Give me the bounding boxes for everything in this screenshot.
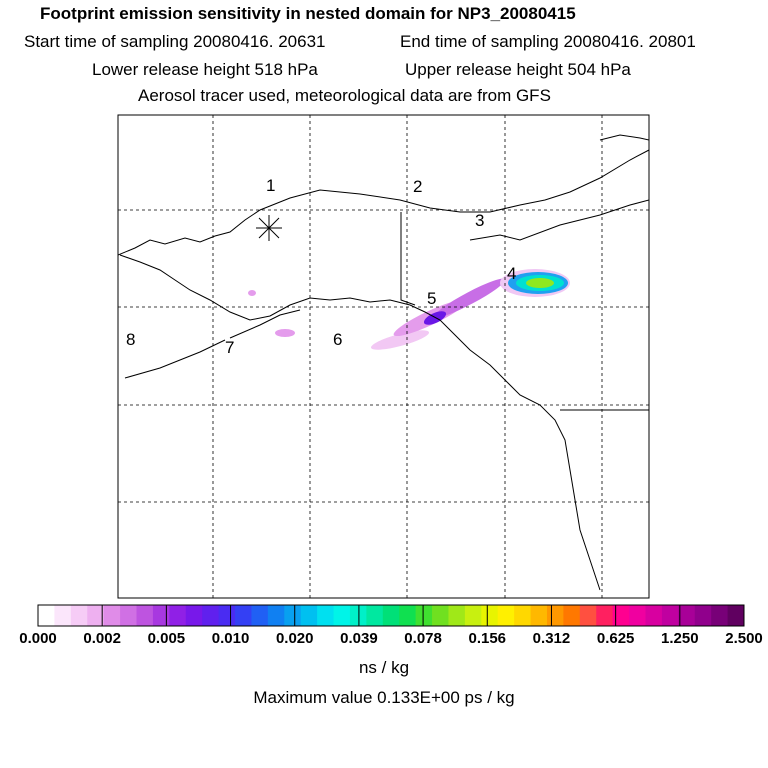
colorbar-swatch	[54, 605, 72, 626]
colorbar-tick-label: 0.312	[532, 630, 571, 647]
colorbar-swatch	[678, 605, 696, 626]
region-labels: 1 2 3 4 5 6 7 8	[126, 176, 516, 357]
colorbar-swatch	[514, 605, 532, 626]
colorbar-tick-label: 0.078	[404, 630, 442, 647]
colorbar-swatch	[333, 605, 351, 626]
colorbar-swatch	[415, 605, 433, 626]
colorbar-swatch	[661, 605, 679, 626]
colorbar-swatch	[300, 605, 318, 626]
colorbar-swatch	[251, 605, 269, 626]
colorbar-swatch	[284, 605, 302, 626]
colorbar-swatch	[432, 605, 449, 626]
colorbar-swatch	[464, 605, 482, 626]
colorbar-swatch	[70, 605, 88, 626]
plot-title: Footprint emission sensitivity in nested…	[40, 4, 576, 23]
colorbar-swatch	[563, 605, 581, 626]
region-label: 6	[333, 330, 342, 349]
colorbar-swatch	[596, 605, 614, 626]
colorbar-swatch	[530, 605, 548, 626]
map-frame	[117, 114, 650, 599]
colorbar-tick-label: 0.005	[147, 630, 186, 647]
asterisk-icon	[256, 215, 282, 241]
colorbar-tick-label: 1.250	[661, 630, 699, 647]
emission-plume	[248, 269, 570, 350]
region-label: 2	[413, 177, 422, 196]
colorbar-swatch	[694, 605, 712, 626]
colorbar-swatch	[185, 605, 203, 626]
colorbar-tick-label: 0.039	[340, 630, 378, 647]
colorbar-units: ns / kg	[358, 658, 410, 677]
colorbar-swatch	[546, 605, 564, 626]
colorbar-swatch	[218, 605, 236, 626]
colorbar-frame	[37, 604, 745, 627]
colorbar-tick-label: 0.010	[211, 630, 250, 647]
colorbar-swatch	[152, 605, 170, 626]
maximum-value-label: Maximum value 0.133E+00 ps / kg	[253, 688, 515, 707]
colorbar-swatch	[399, 605, 417, 626]
colorbar-tick-label: 0.156	[468, 630, 507, 647]
colorbar-swatch	[317, 605, 335, 626]
coastline	[118, 134, 649, 591]
colorbar-swatch	[382, 605, 400, 626]
colorbar-swatch	[120, 605, 138, 626]
region-label: 4	[507, 264, 516, 283]
political-borders	[400, 212, 649, 411]
region-label: 3	[475, 211, 484, 230]
colorbar-swatch	[448, 605, 466, 626]
end-time-label: End time of sampling 20080416. 20801	[400, 32, 696, 51]
region-label: 8	[126, 330, 135, 349]
colorbar-swatch	[481, 605, 499, 626]
region-label: 7	[225, 338, 234, 357]
colorbar-tick-label: 0.625	[596, 630, 635, 647]
colorbar-swatch	[136, 605, 154, 626]
region-label: 1	[266, 176, 275, 195]
upper-height-label: Upper release height 504 hPa	[405, 60, 631, 79]
colorbar-tick-label: 0.002	[83, 630, 121, 647]
colorbar-swatch	[727, 605, 745, 626]
colorbar-swatch	[612, 605, 630, 626]
colorbar-swatch	[87, 605, 105, 626]
colorbar-tick-label: 0.020	[275, 630, 314, 647]
colorbar-swatch	[103, 605, 121, 626]
colorbar-tick-label: 0.000	[19, 630, 57, 647]
colorbar-swatch	[202, 605, 220, 626]
colorbar-swatch	[169, 605, 187, 626]
colorbar-tick-label: 2.500	[725, 630, 763, 647]
colorbar-swatch	[497, 605, 515, 626]
colorbar-swatch	[711, 605, 729, 626]
colorbar-swatch	[645, 605, 663, 626]
lower-height-label: Lower release height 518 hPa	[92, 60, 318, 79]
colorbar-swatch	[579, 605, 597, 626]
tracer-info-label: Aerosol tracer used, meteorological data…	[138, 86, 551, 105]
colorbar	[37, 604, 745, 627]
colorbar-swatch	[235, 605, 252, 626]
colorbar-swatch	[629, 605, 646, 626]
colorbar-swatch	[38, 605, 55, 626]
colorbar-swatch	[267, 605, 285, 626]
lat-lon-grid	[118, 115, 649, 598]
region-label: 5	[427, 289, 436, 308]
colorbar-swatch	[366, 605, 384, 626]
start-time-label: Start time of sampling 20080416. 20631	[24, 32, 326, 51]
